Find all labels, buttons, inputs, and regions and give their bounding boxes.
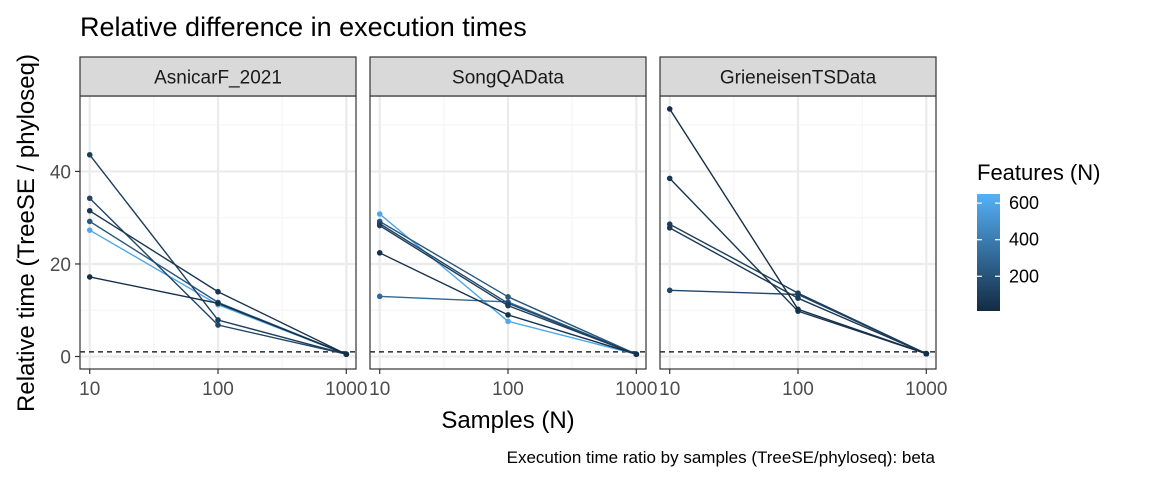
y-axis-label: Relative time (TreeSE / phyloseq) xyxy=(13,54,40,412)
colorbar xyxy=(977,194,1000,311)
data-point xyxy=(86,195,93,202)
data-point xyxy=(666,106,673,112)
panel-SongQAData: SongQAData 10 100 1000 xyxy=(369,56,657,400)
data-point xyxy=(666,175,673,182)
data-point xyxy=(666,287,673,294)
legend-title: Features (N) xyxy=(977,160,1100,185)
data-point xyxy=(376,222,383,229)
x-tick-label: 1000 xyxy=(615,379,657,400)
x-tick-label: 1000 xyxy=(325,379,367,400)
facet-strip xyxy=(659,56,937,97)
data-point xyxy=(505,302,511,309)
data-point xyxy=(505,318,511,325)
data-point xyxy=(215,322,221,328)
data-point xyxy=(86,207,93,214)
data-point xyxy=(376,211,383,217)
data-point xyxy=(505,294,511,300)
y-tick-label: 0 xyxy=(60,348,71,369)
x-tick-label: 10 xyxy=(659,379,680,400)
data-point xyxy=(215,317,221,323)
facet-strip-label: GrieneisenTSData xyxy=(720,68,877,89)
x-tick-label: 10 xyxy=(369,379,390,400)
y-tick-label: 20 xyxy=(50,255,71,276)
data-point xyxy=(633,351,640,357)
x-tick-label: 10 xyxy=(79,379,100,400)
data-point xyxy=(795,295,801,302)
data-point xyxy=(86,227,93,233)
x-tick-label: 100 xyxy=(782,379,814,400)
data-point xyxy=(86,151,93,158)
colorbar-tick-label: 200 xyxy=(1009,266,1039,286)
data-point xyxy=(215,288,221,295)
x-tick-label: 100 xyxy=(492,379,524,400)
data-point xyxy=(215,300,221,307)
data-point xyxy=(86,274,93,280)
data-point xyxy=(505,312,511,318)
facet-strip xyxy=(369,56,647,97)
colorbar-tick-label: 400 xyxy=(1009,230,1039,250)
data-point xyxy=(343,351,350,357)
x-tick-label: 1000 xyxy=(905,379,947,400)
x-axis-label: Samples (N) xyxy=(441,407,574,434)
data-point xyxy=(376,293,383,300)
panel-GrieneisenTSData: GrieneisenTSData 10 100 1000 xyxy=(659,56,947,400)
colorbar-tick-label: 600 xyxy=(1009,193,1039,213)
caption: Execution time ratio by samples (TreeSE/… xyxy=(507,448,936,467)
data-point xyxy=(376,250,383,256)
data-point xyxy=(795,290,801,296)
data-point xyxy=(923,350,930,357)
data-point xyxy=(86,218,93,225)
chart-title: Relative difference in execution times xyxy=(80,12,527,42)
x-tick-label: 100 xyxy=(202,379,234,400)
data-point xyxy=(666,225,673,231)
data-point xyxy=(795,306,801,313)
y-tick-label: 40 xyxy=(50,162,71,183)
facet-strip-label: SongQAData xyxy=(452,68,564,89)
panel-AsnicarF_2021: AsnicarF_2021 10 100 1000 0 20 40 xyxy=(50,56,367,400)
facet-strip xyxy=(79,56,357,97)
facet-strip-label: AsnicarF_2021 xyxy=(154,68,282,89)
